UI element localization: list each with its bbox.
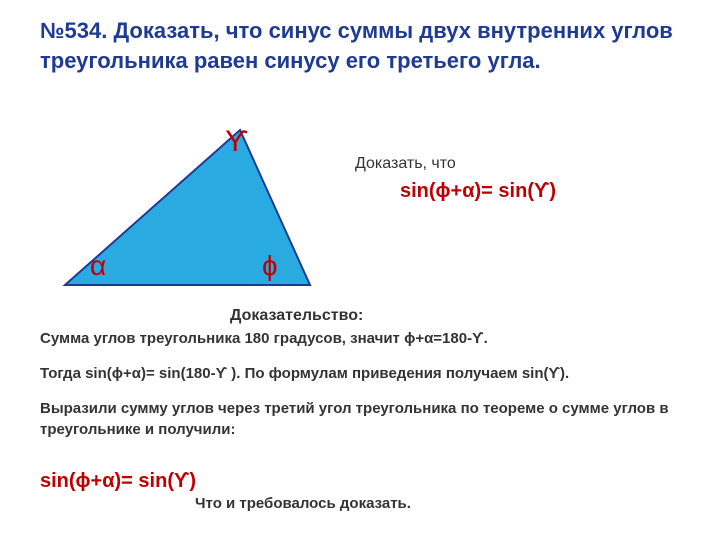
- proof-line-3: Выразили сумму углов через третий угол т…: [40, 398, 690, 440]
- qed-text: Что и требовалось доказать.: [195, 495, 411, 512]
- prove-equation: sin(ɸ+α)= sin(ϒ): [400, 180, 556, 203]
- triangle-diagram: α ɸ ϒ: [50, 120, 330, 300]
- final-equation: sin(ɸ+α)= sin(ϒ): [40, 470, 196, 493]
- proof-body: Сумма углов треугольника 180 градусов, з…: [40, 328, 690, 454]
- proof-line-1: Сумма углов треугольника 180 градусов, з…: [40, 328, 690, 349]
- proof-heading: Доказательство:: [230, 307, 363, 325]
- angle-alpha-label: α: [90, 250, 106, 282]
- angle-gamma-label: ϒ: [225, 125, 248, 159]
- prove-label: Доказать, что: [355, 155, 456, 173]
- proof-line-2: Тогда sin(ɸ+α)= sin(180-ϒ ). По формулам…: [40, 363, 690, 384]
- problem-text: Доказать, что синус суммы двух внутренни…: [40, 18, 673, 73]
- problem-title: №534. Доказать, что синус суммы двух вну…: [40, 16, 690, 75]
- problem-number: №534.: [40, 18, 107, 43]
- angle-phi-label: ɸ: [262, 250, 277, 282]
